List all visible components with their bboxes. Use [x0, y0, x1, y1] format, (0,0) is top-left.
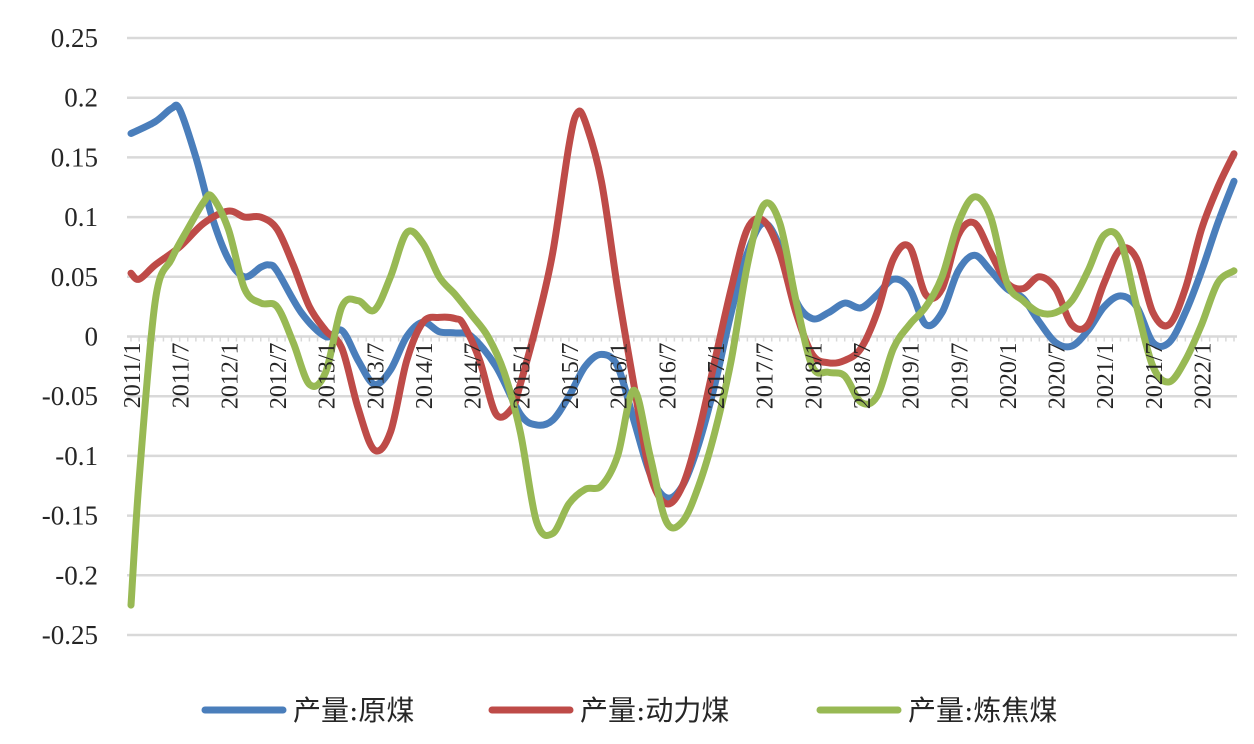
- x-tick-label: 2019/1: [899, 343, 925, 410]
- x-tick-label: 2020/1: [996, 343, 1022, 410]
- series-line-3: [127, 191, 1238, 609]
- y-axis-tick-labels: 0.25 0.2 0.15 0.1 0.05 0 -0.05 -0.1 -0.15 -0.2 -0.…: [42, 23, 98, 650]
- legend-label-1: 产量:原煤: [293, 694, 414, 727]
- x-tick-label: 2019/7: [947, 343, 973, 410]
- series-line-2: [127, 107, 1238, 508]
- x-tick-label: 2013/1: [315, 343, 341, 410]
- x-tick-label: 2012/1: [217, 343, 243, 410]
- y-tick-label: 0.25: [51, 23, 98, 53]
- x-axis-tick-labels: 2011/1 2011/7 2012/1 2012/7 2013/1 2013/7 2014…: [120, 343, 1217, 410]
- x-tick-label: 2011/7: [169, 343, 195, 409]
- x-tick-label: 2022/1: [1191, 343, 1217, 410]
- y-tick-label: -0.1: [55, 441, 98, 471]
- x-tick-label: 2011/1: [120, 343, 146, 409]
- y-tick-label: -0.2: [55, 560, 98, 590]
- gridlines: [127, 36, 1237, 637]
- x-tick-label: 2016/7: [655, 343, 681, 410]
- y-tick-label: 0.2: [64, 83, 98, 113]
- x-tick-label: 2018/1: [801, 343, 827, 410]
- legend-label-3: 产量:炼焦煤: [908, 694, 1057, 727]
- x-tick-label: 2012/7: [266, 343, 292, 410]
- series-lines: [127, 101, 1238, 609]
- x-tick-label: 2017/7: [753, 343, 779, 410]
- x-tick-label: 2018/7: [850, 343, 876, 410]
- y-tick-label: 0.1: [64, 202, 98, 232]
- legend-label-2: 产量:动力煤: [580, 694, 729, 727]
- x-tick-label: 2014/1: [412, 343, 438, 410]
- x-tick-label: 2015/7: [558, 343, 584, 410]
- x-tick-label: 2021/1: [1093, 343, 1119, 410]
- y-tick-label: -0.15: [42, 501, 98, 531]
- x-tick-label: 2017/1: [704, 343, 730, 410]
- x-tick-label: 2013/7: [363, 343, 389, 410]
- x-tick-label: 2016/1: [607, 343, 633, 410]
- x-tick-label: 2014/7: [461, 343, 487, 410]
- y-tick-label: 0.05: [51, 262, 98, 292]
- x-tick-label: 2021/7: [1142, 343, 1168, 410]
- y-tick-label: -0.05: [42, 381, 98, 411]
- y-tick-label: 0.15: [51, 142, 98, 172]
- legend: 产量:原煤 产量:动力煤 产量:炼焦煤: [201, 694, 1057, 727]
- y-tick-label: 0: [85, 322, 99, 352]
- y-tick-label: -0.25: [42, 620, 98, 650]
- x-tick-label: 2015/1: [509, 343, 535, 410]
- x-tick-label: 2020/7: [1045, 343, 1071, 410]
